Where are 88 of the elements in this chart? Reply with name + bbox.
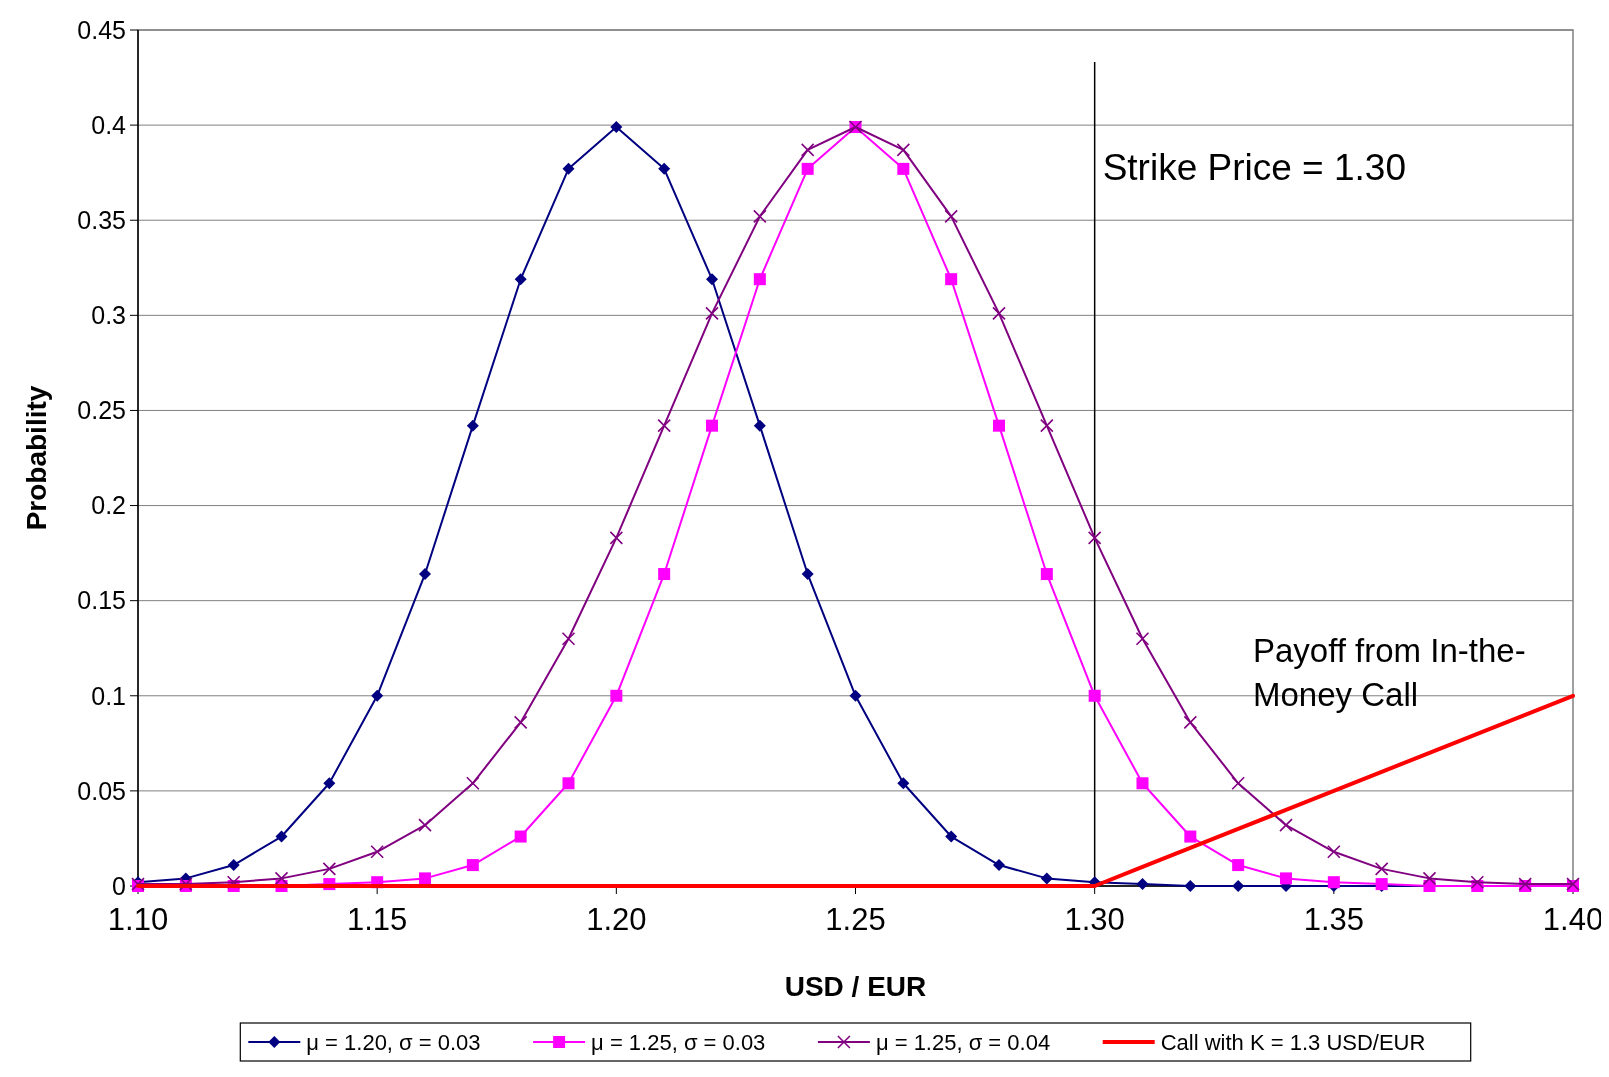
y-tick-label: 0.25 [77, 396, 126, 425]
point [513, 715, 528, 730]
point [658, 568, 671, 581]
point [1040, 568, 1053, 581]
point [1183, 715, 1198, 730]
point [897, 162, 910, 175]
point [945, 273, 958, 286]
y-tick-label: 0.35 [77, 205, 126, 234]
point [610, 121, 623, 134]
point [419, 872, 431, 885]
point [657, 418, 671, 433]
point [753, 273, 766, 286]
x-tick-label: 1.10 [107, 902, 169, 937]
x-tick-label: 1.35 [1303, 902, 1365, 937]
point [1470, 875, 1485, 889]
legend-label: μ = 1.25, σ = 0.04 [875, 1029, 1051, 1055]
point [992, 306, 1006, 321]
point [274, 871, 289, 886]
x-tick-label: 1.30 [1064, 902, 1125, 937]
y-tick-label: 0.3 [91, 301, 126, 330]
point [1327, 844, 1341, 859]
point [800, 143, 815, 157]
point [1087, 531, 1102, 545]
point [897, 777, 910, 790]
annotation: Payoff from In-the-Money Call [1252, 631, 1526, 713]
point [275, 830, 288, 843]
point [1136, 777, 1149, 790]
point [562, 777, 575, 790]
point [322, 862, 337, 876]
point [1184, 830, 1197, 843]
point [466, 776, 480, 791]
point [801, 162, 814, 175]
point [514, 273, 527, 286]
point [1088, 689, 1101, 702]
point [1136, 878, 1149, 891]
point [1135, 631, 1150, 646]
point [514, 830, 527, 843]
point [1232, 859, 1245, 872]
point [705, 306, 719, 321]
y-tick-label: 0.45 [77, 15, 126, 44]
point [1040, 418, 1054, 433]
legend-label: Call with K = 1.3 USD/EUR [1160, 1029, 1426, 1055]
point [418, 818, 432, 832]
point [323, 777, 336, 790]
point [1374, 862, 1389, 876]
point [562, 162, 575, 175]
point [1280, 872, 1292, 885]
point [944, 209, 958, 224]
y-tick-label: 0.05 [77, 776, 126, 805]
point [610, 689, 623, 702]
point [1279, 818, 1293, 832]
point [801, 568, 814, 581]
y-tick-label: 0.2 [91, 491, 126, 520]
point [466, 419, 479, 432]
point [419, 568, 431, 581]
point [658, 162, 671, 175]
y-tick-label: 0.15 [77, 586, 126, 615]
point [993, 859, 1005, 872]
point [896, 143, 911, 157]
point [371, 689, 384, 702]
x-axis-title: USD / EUR [784, 971, 927, 1002]
point [1327, 876, 1340, 889]
point [945, 830, 958, 843]
legend-label: μ = 1.20, σ = 0.03 [306, 1029, 481, 1055]
point [1184, 880, 1197, 892]
point [370, 844, 384, 859]
x-tick-label: 1.25 [825, 902, 886, 937]
point [1040, 872, 1053, 885]
point [1231, 776, 1245, 791]
x-tick-label: 1.20 [586, 902, 647, 937]
point [753, 209, 767, 224]
point [466, 859, 479, 872]
y-axis-title: Probability [21, 385, 52, 531]
point [561, 631, 576, 646]
point [753, 419, 766, 432]
point [227, 859, 240, 872]
y-tick-label: 0.1 [91, 681, 126, 710]
x-tick-label: 1.15 [346, 902, 408, 937]
point [706, 419, 718, 432]
y-tick-label: 0 [112, 871, 126, 900]
legend-label: μ = 1.25, σ = 0.03 [591, 1029, 766, 1055]
y-tick-label: 0.4 [91, 110, 127, 139]
point [1422, 871, 1437, 886]
point [706, 273, 718, 286]
point [849, 689, 862, 702]
point [993, 419, 1005, 432]
point [609, 531, 624, 545]
ref-line-label: Strike Price = 1.30 [1102, 147, 1407, 188]
